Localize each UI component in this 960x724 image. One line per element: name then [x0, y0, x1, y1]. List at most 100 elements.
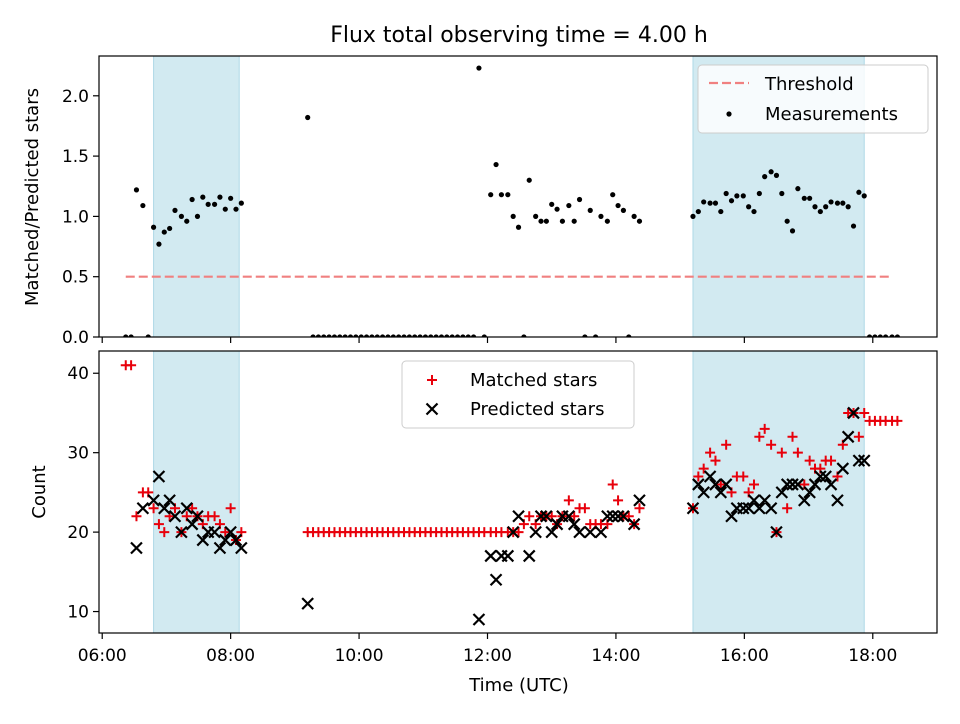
measurement-point	[746, 204, 752, 210]
measurement-point	[228, 195, 234, 201]
measurement-point	[872, 334, 878, 337]
measurement-point	[817, 208, 823, 215]
measurement-point	[189, 196, 195, 203]
measurement-point	[217, 194, 223, 200]
measurement-point	[598, 213, 604, 219]
legend-predicted-label: Predicted stars	[470, 399, 604, 420]
predicted-star-point	[824, 478, 838, 491]
measurement-point	[538, 218, 544, 224]
measurement-point	[178, 213, 185, 219]
bottom-legend: Matched stars Predicted stars	[401, 360, 635, 429]
measurement-point	[433, 334, 439, 337]
predicted-star-point	[534, 509, 548, 523]
predicted-star-point	[540, 509, 553, 523]
predicted-star-point	[753, 502, 766, 515]
measurement-point	[358, 334, 364, 337]
predicted-star-point	[780, 478, 794, 491]
measurement-point	[571, 218, 577, 224]
predicted-star-point	[512, 509, 525, 523]
matched-star-point	[607, 479, 618, 490]
measurement-point	[889, 334, 895, 337]
measurement-point	[883, 334, 889, 337]
measurement-point	[877, 334, 883, 337]
predicted-star-point	[803, 486, 816, 499]
matched-star-point	[225, 503, 236, 514]
measurement-point	[866, 334, 873, 337]
measurement-point	[150, 224, 157, 230]
matched-star-point	[148, 503, 159, 514]
predicted-star-point	[562, 509, 576, 523]
predicted-star-point	[798, 494, 811, 507]
measurement-point	[620, 207, 627, 213]
matched-star-point	[853, 431, 864, 442]
matched-star-point	[721, 439, 732, 450]
measurement-point	[576, 196, 583, 203]
predicted-star-point	[229, 533, 243, 547]
predicted-star-point	[742, 502, 755, 515]
predicted-star-point	[606, 509, 619, 523]
predicted-star-point	[208, 525, 221, 539]
predicted-star-point	[147, 494, 160, 507]
matched-star-point	[126, 360, 137, 371]
measurement-point	[789, 228, 796, 234]
predicted-star-point	[224, 525, 237, 539]
matched-star-point	[826, 455, 837, 466]
y-tick-label: 2.0	[62, 87, 89, 107]
bottom-y-axis-label: Count	[29, 465, 50, 518]
predicted-star-point	[808, 478, 822, 491]
predicted-star-point	[601, 509, 614, 523]
predicted-star-point	[791, 478, 805, 491]
measurement-point	[460, 334, 466, 337]
predicted-star-point	[847, 406, 860, 420]
measurement-point	[353, 334, 359, 337]
predicted-star-point	[719, 478, 733, 491]
predicted-star-point	[747, 494, 761, 507]
y-tick-label: 0.5	[62, 268, 89, 288]
measurement-point	[690, 213, 696, 219]
predicted-star-point	[764, 502, 778, 515]
measurement-point	[850, 223, 857, 229]
matched-star-point	[131, 511, 142, 522]
predicted-star-point	[703, 470, 717, 483]
predicted-star-point	[301, 597, 314, 610]
matched-star-point	[159, 527, 170, 538]
measurement-point	[801, 195, 807, 201]
chart-title: Flux total observing time = 4.00 h	[330, 23, 708, 48]
x-tick-label: 06:00	[78, 646, 127, 666]
top-legend: Threshold Measurements	[697, 64, 929, 134]
predicted-star-point	[489, 573, 503, 587]
predicted-star-point	[484, 549, 497, 563]
predicted-star-point	[219, 533, 232, 547]
x-tick-label: 10:00	[335, 646, 384, 666]
x-tick-label: 16:00	[720, 646, 769, 666]
measurement-point	[305, 114, 311, 121]
measurement-point	[321, 334, 327, 337]
matched-star-point	[892, 415, 903, 426]
matched-star-point	[563, 495, 574, 506]
y-tick-label: 10	[67, 603, 89, 623]
predicted-star-point	[852, 454, 866, 467]
matched-star-point	[220, 527, 231, 538]
measurement-point	[779, 190, 785, 197]
shaded-region	[692, 350, 865, 634]
measurement-point	[211, 201, 218, 207]
matched-star-point	[804, 455, 815, 466]
matched-star-point	[859, 407, 870, 418]
matched-star-point	[748, 479, 759, 490]
predicted-star-point	[770, 525, 783, 539]
measurement-point	[331, 334, 338, 337]
measurement-point	[417, 334, 423, 337]
measurement-point	[559, 218, 566, 224]
measurement-point	[834, 200, 841, 206]
measurement-point	[728, 198, 735, 204]
measurement-point	[184, 218, 190, 224]
measurement-point	[145, 334, 151, 337]
predicted-star-point	[545, 525, 558, 539]
matched-star-point	[153, 519, 164, 530]
predicted-star-point	[152, 470, 166, 483]
legend-measurements-swatch	[726, 111, 732, 117]
measurement-point	[238, 200, 244, 206]
measurement-point	[526, 177, 532, 183]
measurement-point	[734, 193, 740, 199]
measurement-point	[695, 208, 701, 215]
